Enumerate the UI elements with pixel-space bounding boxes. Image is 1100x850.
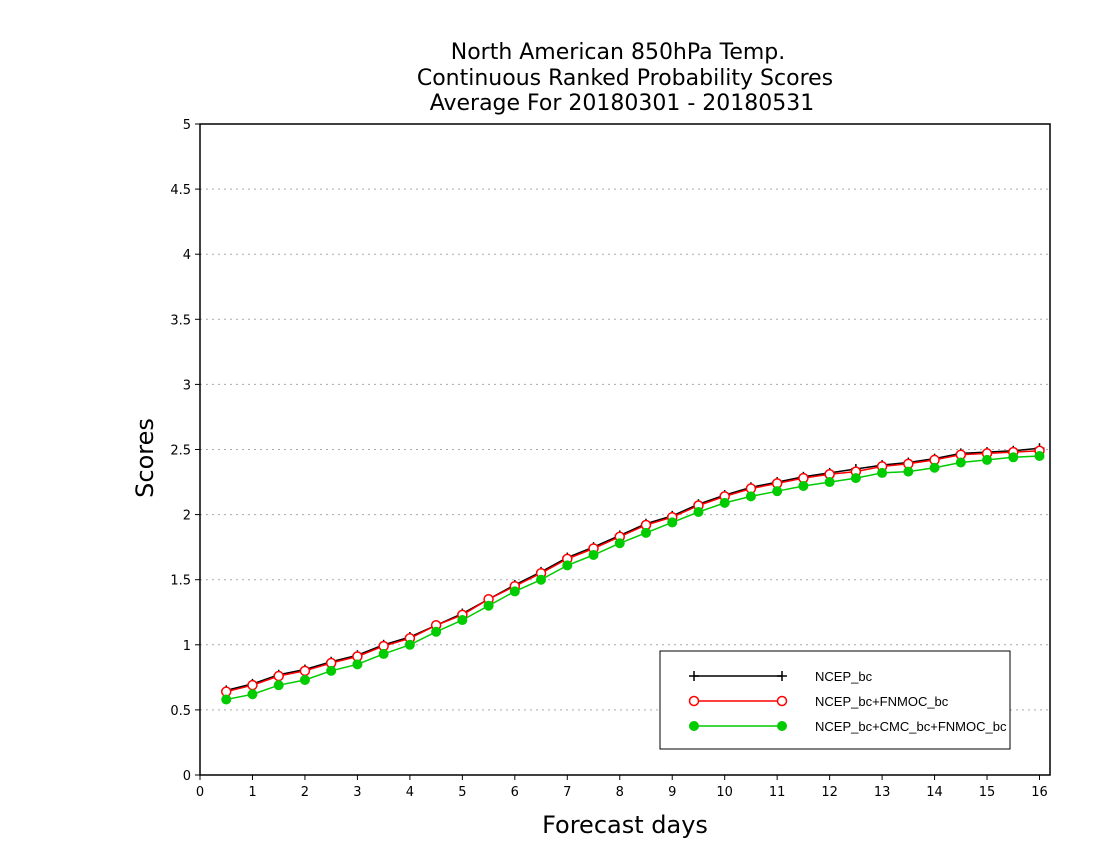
legend-entry: NCEP_bc+FNMOC_bc bbox=[688, 694, 949, 709]
series-layer bbox=[220, 443, 1045, 705]
data-point bbox=[1034, 451, 1045, 462]
legend-marker bbox=[777, 671, 787, 681]
x-tick-label: 7 bbox=[563, 785, 571, 800]
y-tick-label: 2.5 bbox=[170, 444, 191, 459]
data-point bbox=[431, 626, 442, 637]
data-point bbox=[247, 689, 258, 700]
x-tick-label: 0 bbox=[196, 785, 204, 800]
y-tick-label: 1 bbox=[183, 639, 191, 654]
data-point bbox=[588, 549, 599, 560]
legend-label: NCEP_bc bbox=[815, 669, 873, 684]
data-point bbox=[824, 477, 835, 488]
data-point bbox=[929, 462, 940, 473]
y-tick-label: 4.5 bbox=[170, 183, 191, 198]
y-tick-label: 2 bbox=[183, 509, 191, 524]
data-point bbox=[299, 674, 310, 685]
data-point bbox=[640, 527, 651, 538]
y-tick-label: 4 bbox=[183, 248, 191, 263]
data-point bbox=[614, 538, 625, 549]
x-tick-label: 9 bbox=[668, 785, 676, 800]
series-3 bbox=[221, 451, 1045, 705]
data-point bbox=[299, 665, 311, 677]
data-point bbox=[221, 694, 232, 705]
x-tick-label: 3 bbox=[353, 785, 361, 800]
data-point bbox=[457, 615, 468, 626]
title-line-1: North American 850hPa Temp. bbox=[451, 40, 786, 65]
y-tick-label: 0 bbox=[183, 769, 191, 784]
x-axis-ticks: 0 1 2 3 4 5 6 7 8 9 10 11 12 13 14 15 16 bbox=[196, 775, 1048, 800]
y-tick-label: 3 bbox=[183, 378, 191, 393]
y-axis-ticks: 0 0.5 1 1.5 2 2.5 3 3.5 4 4.5 5 bbox=[170, 118, 200, 784]
data-point bbox=[247, 679, 258, 691]
data-point bbox=[903, 466, 914, 477]
legend-items: NCEP_bc NCEP_bc+FNMOC_bc NCEP_bc+CMC_bc+FN… bbox=[688, 669, 1007, 734]
y-tick-label: 3.5 bbox=[170, 313, 191, 328]
data-point bbox=[850, 473, 861, 484]
x-tick-label: 14 bbox=[926, 785, 943, 800]
x-tick-label: 4 bbox=[406, 785, 414, 800]
data-point bbox=[483, 600, 494, 611]
x-tick-label: 1 bbox=[248, 785, 256, 800]
x-tick-label: 5 bbox=[458, 785, 466, 800]
data-point bbox=[667, 517, 678, 528]
y-tick-label: 5 bbox=[183, 118, 191, 133]
data-point bbox=[352, 659, 363, 670]
data-point bbox=[273, 680, 284, 691]
data-point bbox=[326, 665, 337, 676]
data-point bbox=[273, 670, 284, 682]
legend-entry: NCEP_bc+CMC_bc+FNMOC_bc bbox=[689, 719, 1007, 734]
legend-entry: NCEP_bc bbox=[689, 669, 873, 684]
legend-marker bbox=[688, 695, 700, 707]
legend-marker bbox=[689, 671, 699, 681]
gridlines bbox=[200, 188, 1050, 711]
title-line-3: Average For 20180301 - 20180531 bbox=[430, 91, 815, 116]
legend-label: NCEP_bc+FNMOC_bc bbox=[815, 694, 949, 709]
y-tick-label: 1.5 bbox=[170, 574, 191, 589]
data-point bbox=[536, 574, 547, 585]
legend-label: NCEP_bc+CMC_bc+FNMOC_bc bbox=[815, 719, 1007, 734]
data-point bbox=[1008, 452, 1019, 463]
x-tick-label: 12 bbox=[821, 785, 838, 800]
x-tick-label: 16 bbox=[1031, 785, 1048, 800]
legend-marker bbox=[776, 695, 788, 707]
data-point bbox=[798, 480, 809, 491]
legend: NCEP_bc NCEP_bc+FNMOC_bc NCEP_bc+CMC_bc+FN… bbox=[659, 650, 1011, 750]
data-point bbox=[955, 457, 966, 468]
data-point bbox=[693, 506, 704, 517]
x-tick-label: 15 bbox=[979, 785, 996, 800]
data-point bbox=[877, 467, 888, 478]
data-point bbox=[509, 586, 520, 597]
chart-title: North American 850hPa Temp. Continuous R… bbox=[417, 40, 833, 116]
x-tick-label: 10 bbox=[716, 785, 733, 800]
data-point bbox=[982, 454, 993, 465]
x-tick-label: 8 bbox=[616, 785, 624, 800]
data-point bbox=[404, 639, 415, 650]
x-axis-label: Forecast days bbox=[542, 811, 708, 839]
data-point bbox=[562, 560, 573, 571]
legend-marker bbox=[777, 721, 787, 731]
data-point bbox=[719, 497, 730, 508]
legend-box bbox=[659, 650, 1011, 750]
legend-marker bbox=[689, 721, 699, 731]
x-tick-label: 11 bbox=[769, 785, 786, 800]
x-tick-label: 13 bbox=[874, 785, 891, 800]
data-point bbox=[378, 648, 389, 659]
data-point bbox=[745, 491, 756, 502]
y-axis-label: Scores bbox=[131, 418, 159, 498]
x-tick-label: 2 bbox=[301, 785, 309, 800]
x-tick-label: 6 bbox=[511, 785, 519, 800]
y-tick-label: 0.5 bbox=[170, 704, 191, 719]
title-line-2: Continuous Ranked Probability Scores bbox=[417, 66, 833, 91]
data-point bbox=[772, 486, 783, 497]
